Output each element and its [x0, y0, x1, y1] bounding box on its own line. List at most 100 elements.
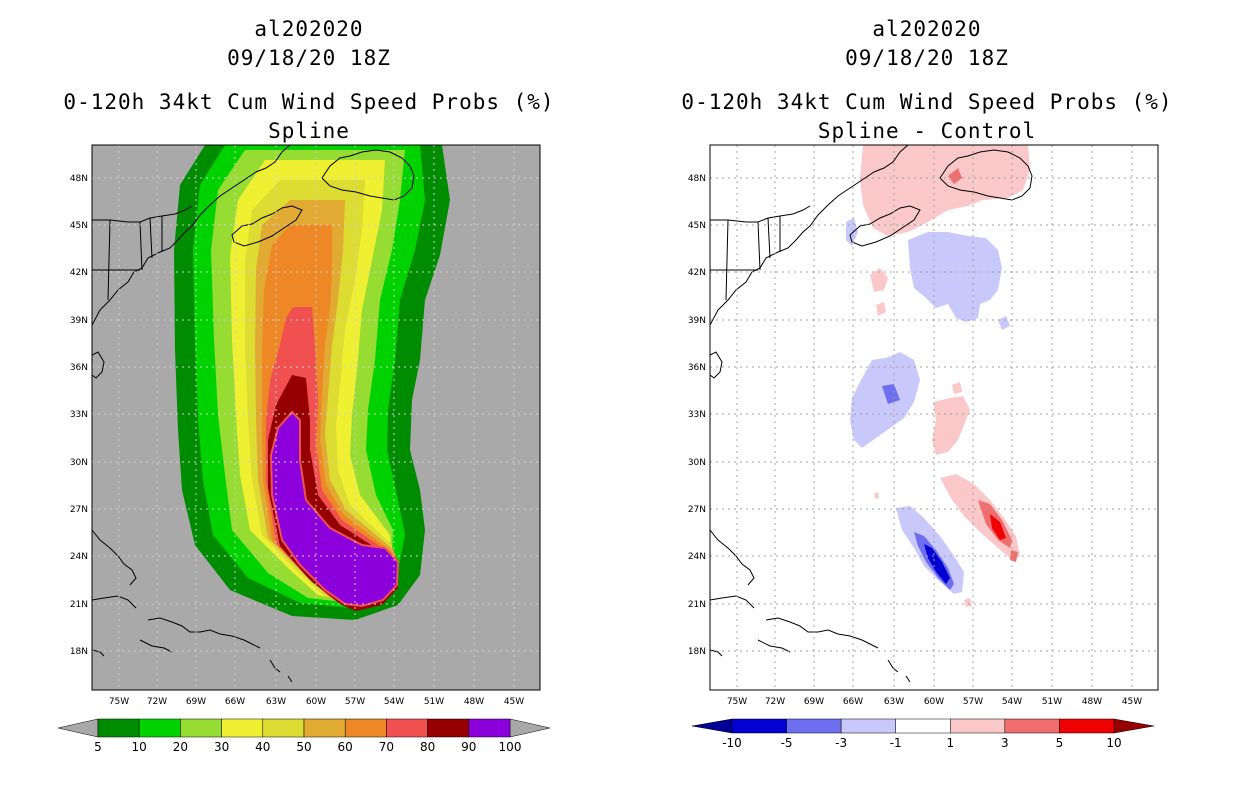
diff-area-negative: [908, 232, 1002, 322]
colorbar-label: 40: [255, 740, 270, 754]
colorbar-swatch: [138, 718, 181, 738]
lon-label: 63W: [884, 697, 904, 707]
coastlines: [92, 145, 415, 683]
lat-label: 30N: [70, 458, 88, 468]
diff-area-positive: [932, 396, 970, 455]
colorbar-label: 50: [296, 740, 311, 754]
diff-area-negative: [998, 316, 1010, 330]
difference-map: 48N 45N 42N 39N 36N 33N 30N 27N 24N 21N …: [688, 144, 1159, 750]
panel-spline: al202020 09/18/20 18Z 0-120h 34kt Cum Wi…: [57, 17, 555, 754]
lon-label: 69W: [804, 697, 824, 707]
lon-label: 45W: [1122, 697, 1142, 707]
colorbar-label: 20: [173, 740, 188, 754]
diff-area-positive: [952, 382, 962, 394]
colorbar-label: 1: [946, 736, 954, 750]
colorbar-arrow-high: [1113, 718, 1155, 734]
colorbar-label: 80: [420, 740, 435, 754]
diff-area-positive: [964, 598, 972, 607]
colorbar-label: 70: [379, 740, 394, 754]
lon-label: 72W: [765, 697, 785, 707]
lat-label: 33N: [70, 410, 88, 420]
lon-label: 48W: [1082, 697, 1102, 707]
grid-lines: [710, 145, 1158, 690]
colorbar: 5 10 20 30 40 50 60 70 80 90 100: [57, 718, 551, 754]
grid-lines: [92, 145, 540, 690]
lon-label: 66W: [843, 697, 863, 707]
colorbar-label: 30: [214, 740, 229, 754]
colorbar-swatch: [303, 718, 346, 738]
colorbar-swatch: [221, 718, 264, 738]
colorbar-label: 10: [132, 740, 147, 754]
colorbar-label: -1: [890, 736, 902, 750]
diff-area-positive: [870, 268, 888, 292]
lon-label: 48W: [464, 697, 484, 707]
colorbar-swatch: [840, 718, 896, 734]
colorbar-swatch: [262, 718, 305, 738]
colorbar-swatch: [386, 718, 428, 738]
diff-area-positive: [874, 492, 879, 499]
colorbar-swatch: [97, 718, 140, 738]
datetime: 09/18/20 18Z: [845, 46, 1009, 70]
lon-label: 75W: [109, 697, 129, 707]
colorbar-label: -5: [781, 736, 793, 750]
subtitle: Spline: [268, 119, 350, 143]
colorbar-label: 10: [1106, 736, 1121, 750]
prob-band-100: [269, 410, 400, 608]
storm-id: al202020: [254, 17, 364, 41]
lon-label: 57W: [963, 697, 983, 707]
panel-difference: al202020 09/18/20 18Z 0-120h 34kt Cum Wi…: [618, 0, 1236, 800]
coastlines: [710, 145, 1033, 683]
longitude-labels: 75W 72W 69W 66W 63W 60W 57W 54W 51W 48W …: [109, 697, 524, 707]
lon-label: 60W: [924, 697, 944, 707]
lat-label: 24N: [70, 552, 88, 562]
colorbar-swatch: [786, 718, 842, 734]
lat-label: 18N: [688, 647, 706, 657]
lon-label: 63W: [266, 697, 286, 707]
colorbar-swatch: [1004, 718, 1060, 734]
colorbar-swatch: [1059, 718, 1115, 734]
diff-area-positive: [860, 145, 1030, 236]
latitude-labels: 48N 45N 42N 39N 36N 33N 30N 27N 24N 21N …: [688, 174, 706, 657]
diff-area-negative: [850, 352, 920, 448]
colorbar-swatch: [180, 718, 222, 738]
colorbar-arrow-low: [57, 718, 99, 738]
storm-id: al202020: [872, 17, 982, 41]
lat-label: 45N: [70, 221, 88, 231]
colorbar-label: -3: [835, 736, 847, 750]
lat-label: 30N: [688, 458, 706, 468]
longitude-labels: 75W 72W 69W 66W 63W 60W 57W 54W 51W 48W …: [727, 697, 1142, 707]
lat-label: 27N: [70, 505, 88, 515]
lon-label: 72W: [147, 697, 167, 707]
subtitle: Spline - Control: [817, 119, 1037, 143]
product-title: 0-120h 34kt Cum Wind Speed Probs (%): [63, 90, 555, 114]
lat-label: 45N: [688, 221, 706, 231]
diff-area-negative: [882, 384, 900, 404]
lat-label: 42N: [688, 268, 706, 278]
lon-label: 54W: [1002, 697, 1022, 707]
probability-map: 48N 45N 42N 39N 36N 33N 30N 27N 24N 21N …: [57, 144, 551, 754]
lon-label: 69W: [186, 697, 206, 707]
lat-label: 33N: [688, 410, 706, 420]
lon-label: 75W: [727, 697, 747, 707]
colorbar-arrow-low: [691, 718, 733, 734]
colorbar-label: 5: [1056, 736, 1064, 750]
lon-label: 54W: [384, 697, 404, 707]
lat-label: 39N: [70, 316, 88, 326]
lon-label: 51W: [1042, 697, 1062, 707]
colorbar-swatch: [427, 718, 470, 738]
colorbar: -10 -5 -3 -1 1 3 5 10: [691, 718, 1155, 750]
lat-label: 21N: [70, 600, 88, 610]
colorbar-label: 5: [94, 740, 102, 754]
diff-area-positive: [990, 514, 1006, 540]
lon-label: 57W: [345, 697, 365, 707]
datetime: 09/18/20 18Z: [227, 46, 391, 70]
latitude-labels: 48N 45N 42N 39N 36N 33N 30N 27N 24N 21N …: [70, 174, 88, 657]
colorbar-swatch: [344, 718, 387, 738]
lat-label: 39N: [688, 316, 706, 326]
lat-label: 18N: [70, 647, 88, 657]
colorbar-swatch: [950, 718, 1006, 734]
diff-area-positive: [948, 168, 962, 184]
lon-label: 60W: [306, 697, 326, 707]
colorbar-label: 100: [499, 740, 522, 754]
colorbar-label: 60: [338, 740, 353, 754]
